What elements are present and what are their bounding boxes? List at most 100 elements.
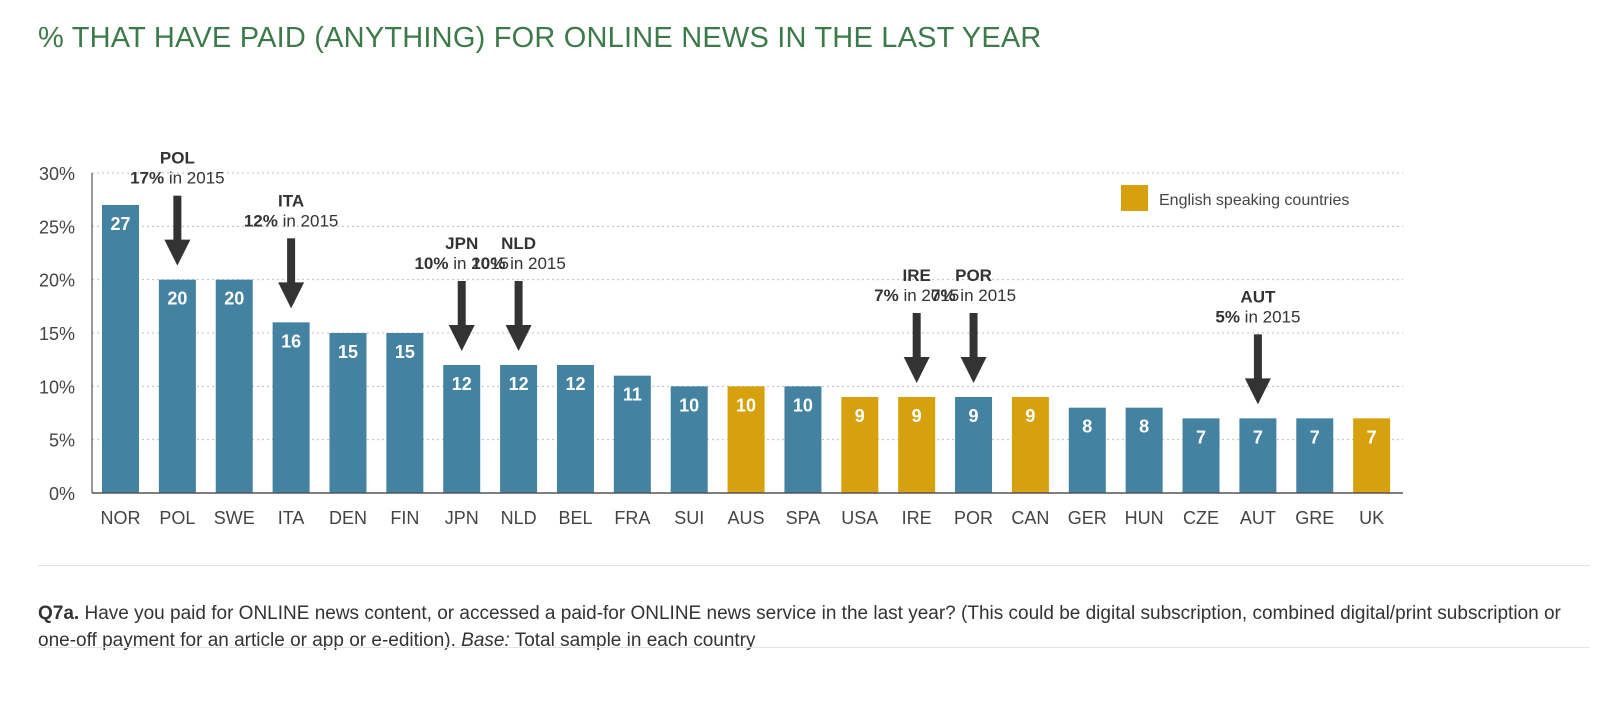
bar-value-label: 9 — [969, 406, 979, 426]
annotation-country: ITA — [278, 191, 304, 210]
bar-value-label: 9 — [912, 406, 922, 426]
annotation-arrow — [912, 313, 921, 358]
annotation-country: IRE — [903, 266, 931, 285]
annotation-text: 12% in 2015 — [244, 211, 339, 230]
x-tick-label: NLD — [501, 508, 537, 528]
x-tick-label: BEL — [558, 508, 592, 528]
annotation-arrow — [969, 313, 978, 358]
x-axis: NOR POL SWE ITA DEN FIN JPN NLD BEL FRA SUI AUS SPA U… — [92, 492, 1403, 528]
x-tick-label: ITA — [278, 508, 305, 528]
arrow-head-icon — [164, 239, 191, 266]
x-tick-label: CAN — [1011, 508, 1049, 528]
bar-value-label: 8 — [1139, 417, 1149, 437]
annotation-pct: 5% — [1215, 307, 1240, 326]
arrow-head-icon — [448, 325, 475, 351]
divider-top — [38, 565, 1590, 566]
x-tick-label: JPN — [445, 508, 479, 528]
bar-usa — [841, 397, 879, 493]
x-tick-label: NOR — [101, 508, 141, 528]
bar-bel — [556, 365, 594, 493]
bars: 27 20 20 16 15 15 12 12 12 11 10 10 10 9 9 9 9 8 8 7 7 7 7 — [102, 205, 1391, 493]
bar-hun — [1125, 407, 1163, 493]
annotation-text: 17% in 2015 — [130, 169, 225, 188]
annotation-arrow — [457, 281, 466, 326]
bar-value-label: 15 — [395, 342, 415, 362]
annotation-suffix: in 2015 — [278, 211, 339, 230]
y-tick-label: 5% — [49, 431, 75, 451]
bar-fin — [386, 333, 424, 493]
bar-ita — [272, 322, 310, 493]
bar-value-label: 12 — [452, 374, 472, 394]
bar-chart: 0% 5% 10% 15% 20% 25% 30% 27 20 20 16 15 15 12 12 12 11… — [39, 149, 1403, 528]
bar-cze — [1182, 418, 1220, 493]
bar-pol — [158, 279, 196, 493]
bar-value-label: 27 — [110, 214, 130, 234]
y-tick-label: 20% — [39, 271, 75, 291]
annotation-suffix: in 2015 — [899, 286, 960, 305]
annotation-country: POR — [955, 266, 992, 285]
annotation-text: 5% in 2015 — [1215, 307, 1300, 326]
x-tick-label: POR — [954, 508, 993, 528]
y-tick-label: 25% — [39, 217, 75, 237]
annotation-pct: 17% — [130, 169, 164, 188]
x-tick-label: UK — [1359, 508, 1384, 528]
bar-por — [955, 397, 993, 493]
bar-value-label: 10 — [793, 395, 813, 415]
bar-ire — [898, 397, 936, 493]
bar-value-label: 7 — [1310, 427, 1320, 447]
x-tick-label: AUT — [1240, 508, 1276, 528]
annotation-country: POL — [160, 149, 195, 168]
legend: English speaking countries — [1121, 185, 1349, 211]
arrow-head-icon — [903, 357, 930, 383]
bar-value-label: 16 — [281, 331, 301, 351]
x-tick-label: GRE — [1295, 508, 1334, 528]
x-tick-label: FRA — [614, 508, 650, 528]
arrow-head-icon — [278, 282, 305, 309]
bar-value-label: 7 — [1196, 427, 1206, 447]
annotation-suffix: in 2015 — [956, 286, 1017, 305]
annotation-text: 7% in 2015 — [874, 286, 959, 305]
bar-value-label: 10 — [736, 395, 756, 415]
annotation-arrow — [514, 281, 523, 326]
bar-nld — [500, 365, 538, 493]
bar-swe — [215, 279, 253, 493]
base-label: Base: — [461, 630, 510, 651]
annotation-arrow — [1253, 334, 1262, 380]
annotation-pct: 7% — [874, 286, 899, 305]
bar-value-label: 7 — [1253, 427, 1263, 447]
bar-aus — [727, 386, 765, 493]
annotation-pct: 7% — [931, 286, 956, 305]
bar-nor — [102, 205, 139, 493]
x-tick-label: POL — [159, 508, 195, 528]
y-tick-label: 15% — [39, 324, 75, 344]
bar-value-label: 7 — [1367, 427, 1377, 447]
annotation-suffix: in 2015 — [164, 169, 225, 188]
question-label: Q7a. — [38, 603, 80, 624]
annotation-suffix: in 2015 — [448, 254, 509, 273]
bar-value-label: 20 — [167, 289, 187, 309]
x-tick-label: FIN — [390, 508, 419, 528]
x-tick-label: SWE — [214, 508, 255, 528]
bar-value-label: 12 — [509, 374, 529, 394]
annotation-text: 10% in 2015 — [414, 254, 509, 273]
annotation-pct: 10% — [471, 254, 505, 273]
annotation-pct: 12% — [244, 211, 278, 230]
x-tick-label: GER — [1068, 508, 1107, 528]
annotation-suffix: in 2015 — [1240, 307, 1301, 326]
x-tick-label: AUS — [728, 508, 765, 528]
x-tick-label: SUI — [674, 508, 704, 528]
x-tick-label: USA — [841, 508, 878, 528]
annotation-text: 7% in 2015 — [931, 286, 1016, 305]
bar-spa — [784, 386, 822, 493]
y-axis: 0% 5% 10% 15% 20% 25% 30% — [39, 164, 93, 504]
arrow-head-icon — [505, 325, 532, 351]
annotation-arrow — [173, 195, 182, 241]
x-tick-label: HUN — [1125, 508, 1164, 528]
arrow-head-icon — [960, 357, 987, 383]
bar-value-label: 10 — [679, 395, 699, 415]
bar-sui — [670, 386, 708, 493]
legend-swatch — [1121, 185, 1148, 211]
annotation-country: JPN — [445, 234, 478, 253]
bar-value-label: 9 — [855, 406, 865, 426]
x-tick-label: SPA — [786, 508, 821, 528]
